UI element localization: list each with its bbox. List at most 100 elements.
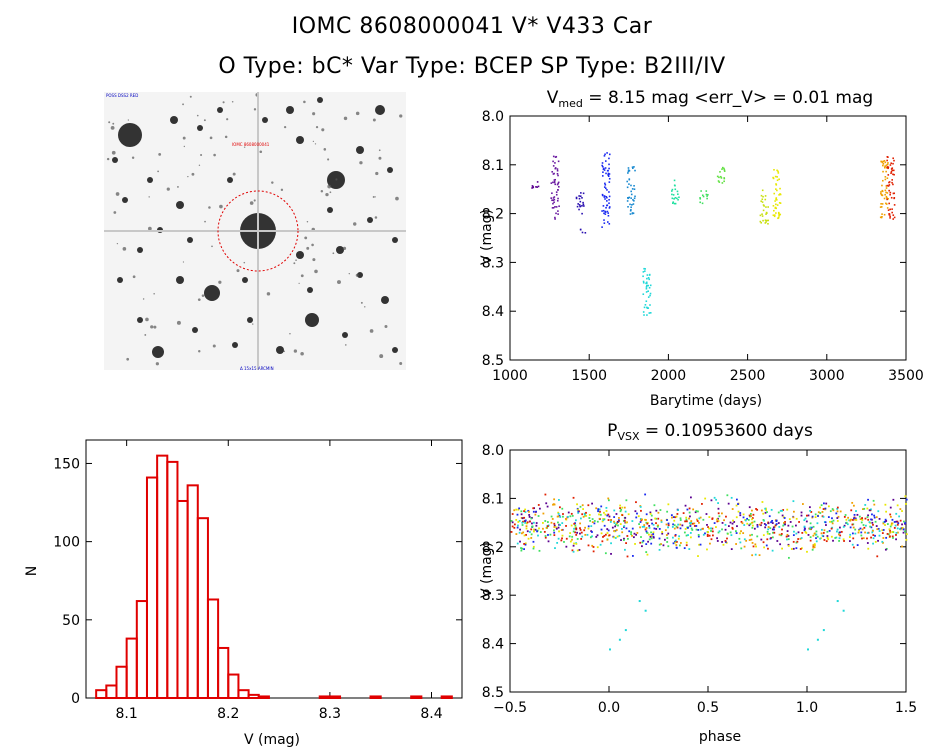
light-curve-point bbox=[583, 205, 585, 207]
phase-curve-point bbox=[868, 521, 871, 524]
phase-curve-point bbox=[652, 531, 655, 534]
phase-curve-point bbox=[884, 524, 886, 526]
light-curve-point bbox=[642, 275, 644, 278]
phase-curve-point bbox=[847, 516, 849, 519]
phase-curve-point bbox=[822, 508, 825, 510]
phase-curve-point bbox=[648, 525, 651, 527]
phase-curve-point bbox=[824, 521, 827, 524]
light-curve-point bbox=[778, 178, 780, 181]
light-curve-point bbox=[629, 203, 631, 206]
phase-curve-point bbox=[575, 528, 578, 531]
light-curve-point bbox=[884, 189, 887, 192]
light-curve-point bbox=[723, 180, 725, 183]
phase-curve-point bbox=[636, 532, 639, 534]
light-curve-point bbox=[885, 187, 888, 189]
phase-curve-point bbox=[790, 548, 793, 550]
phase-curve-point bbox=[786, 530, 789, 532]
light-curve-point bbox=[645, 291, 648, 293]
light-curve-point bbox=[776, 176, 778, 178]
phase-curve-point bbox=[839, 526, 841, 529]
phase-curve-point bbox=[805, 532, 808, 534]
light-curve-point bbox=[888, 184, 891, 186]
phase-curve-point bbox=[521, 517, 524, 520]
light-curve-point bbox=[602, 168, 605, 171]
phase-curve-point bbox=[626, 555, 629, 558]
light-curve-point bbox=[882, 179, 884, 182]
light-curve-point bbox=[891, 169, 894, 172]
phase-curve-point bbox=[729, 531, 732, 534]
phase-curve-point bbox=[721, 512, 723, 515]
phase-curve-point bbox=[699, 516, 702, 519]
faint-star bbox=[355, 273, 359, 277]
phase-curve-point bbox=[591, 502, 593, 505]
light-curve-point bbox=[631, 212, 634, 215]
light-curve-point bbox=[628, 183, 630, 185]
phase-curve-point bbox=[645, 531, 648, 534]
light-curve-point bbox=[886, 196, 888, 199]
histogram-xtick-label: 8.3 bbox=[319, 706, 341, 722]
phase-curve-point bbox=[530, 533, 533, 536]
phase-curve-point bbox=[610, 519, 612, 521]
light-curve-point bbox=[603, 186, 606, 188]
light-curve-point bbox=[582, 201, 584, 204]
phase-curve-point bbox=[634, 510, 637, 513]
phase-curve-point bbox=[762, 512, 765, 515]
phase-curve-point bbox=[881, 529, 884, 532]
phase-curve-point bbox=[815, 533, 818, 536]
phase-curve-point bbox=[778, 526, 781, 528]
phase-curve-ytick-label: 8.4 bbox=[482, 637, 504, 653]
light-curve-point bbox=[892, 218, 895, 220]
star bbox=[227, 177, 233, 183]
star bbox=[392, 347, 398, 353]
phase-curve-point bbox=[775, 523, 778, 526]
star bbox=[387, 167, 393, 173]
phase-curve-point bbox=[643, 524, 646, 526]
phase-curve-point bbox=[749, 515, 751, 518]
phase-curve-point bbox=[592, 550, 595, 553]
phase-curve-outlier bbox=[609, 648, 611, 651]
phase-curve-point bbox=[795, 524, 797, 527]
light-curve-point bbox=[674, 202, 677, 205]
phase-curve-point bbox=[610, 552, 612, 555]
light-curve-point bbox=[889, 193, 891, 196]
light-curve-point bbox=[775, 183, 777, 185]
light-curve-point bbox=[764, 222, 767, 224]
phase-curve-point bbox=[767, 526, 770, 528]
phase-curve-point bbox=[526, 530, 529, 533]
phase-curve-point bbox=[694, 511, 697, 514]
phase-curve-point bbox=[725, 515, 727, 518]
phase-curve-point bbox=[845, 521, 848, 524]
phase-curve-point bbox=[515, 518, 518, 521]
faint-star bbox=[115, 192, 120, 196]
faint-star bbox=[399, 362, 403, 365]
light-curve-point bbox=[608, 191, 610, 193]
light-curve-point bbox=[882, 160, 884, 163]
faint-star bbox=[353, 222, 357, 226]
phase-curve-point bbox=[724, 541, 727, 543]
phase-curve-point bbox=[835, 536, 838, 539]
light-curve-point bbox=[879, 206, 882, 208]
phase-curve-point bbox=[677, 509, 680, 511]
light-curve-point bbox=[705, 193, 708, 196]
phase-curve-point bbox=[542, 527, 544, 530]
light-curve-point bbox=[671, 197, 674, 200]
light-curve-point bbox=[646, 274, 649, 276]
phase-curve-point bbox=[724, 523, 727, 526]
phase-curve-point bbox=[779, 543, 782, 546]
light-curve-point bbox=[773, 214, 776, 216]
phase-curve-point bbox=[657, 511, 660, 514]
phase-curve-point bbox=[679, 517, 682, 520]
phase-curve-point bbox=[625, 499, 628, 502]
light-curve-point bbox=[881, 184, 883, 187]
phase-curve-point bbox=[558, 530, 560, 533]
light-curve-point bbox=[604, 153, 606, 156]
light-curve-point bbox=[604, 182, 606, 185]
phase-curve-point bbox=[579, 522, 582, 525]
phase-curve-point bbox=[685, 516, 688, 519]
faint-star bbox=[153, 325, 157, 329]
phase-curve-point bbox=[898, 515, 901, 518]
light-curve-point bbox=[557, 160, 560, 163]
light-curve-point bbox=[645, 286, 648, 288]
phase-curve-point bbox=[781, 547, 784, 550]
phase-curve-xlabel: phase bbox=[699, 729, 741, 745]
